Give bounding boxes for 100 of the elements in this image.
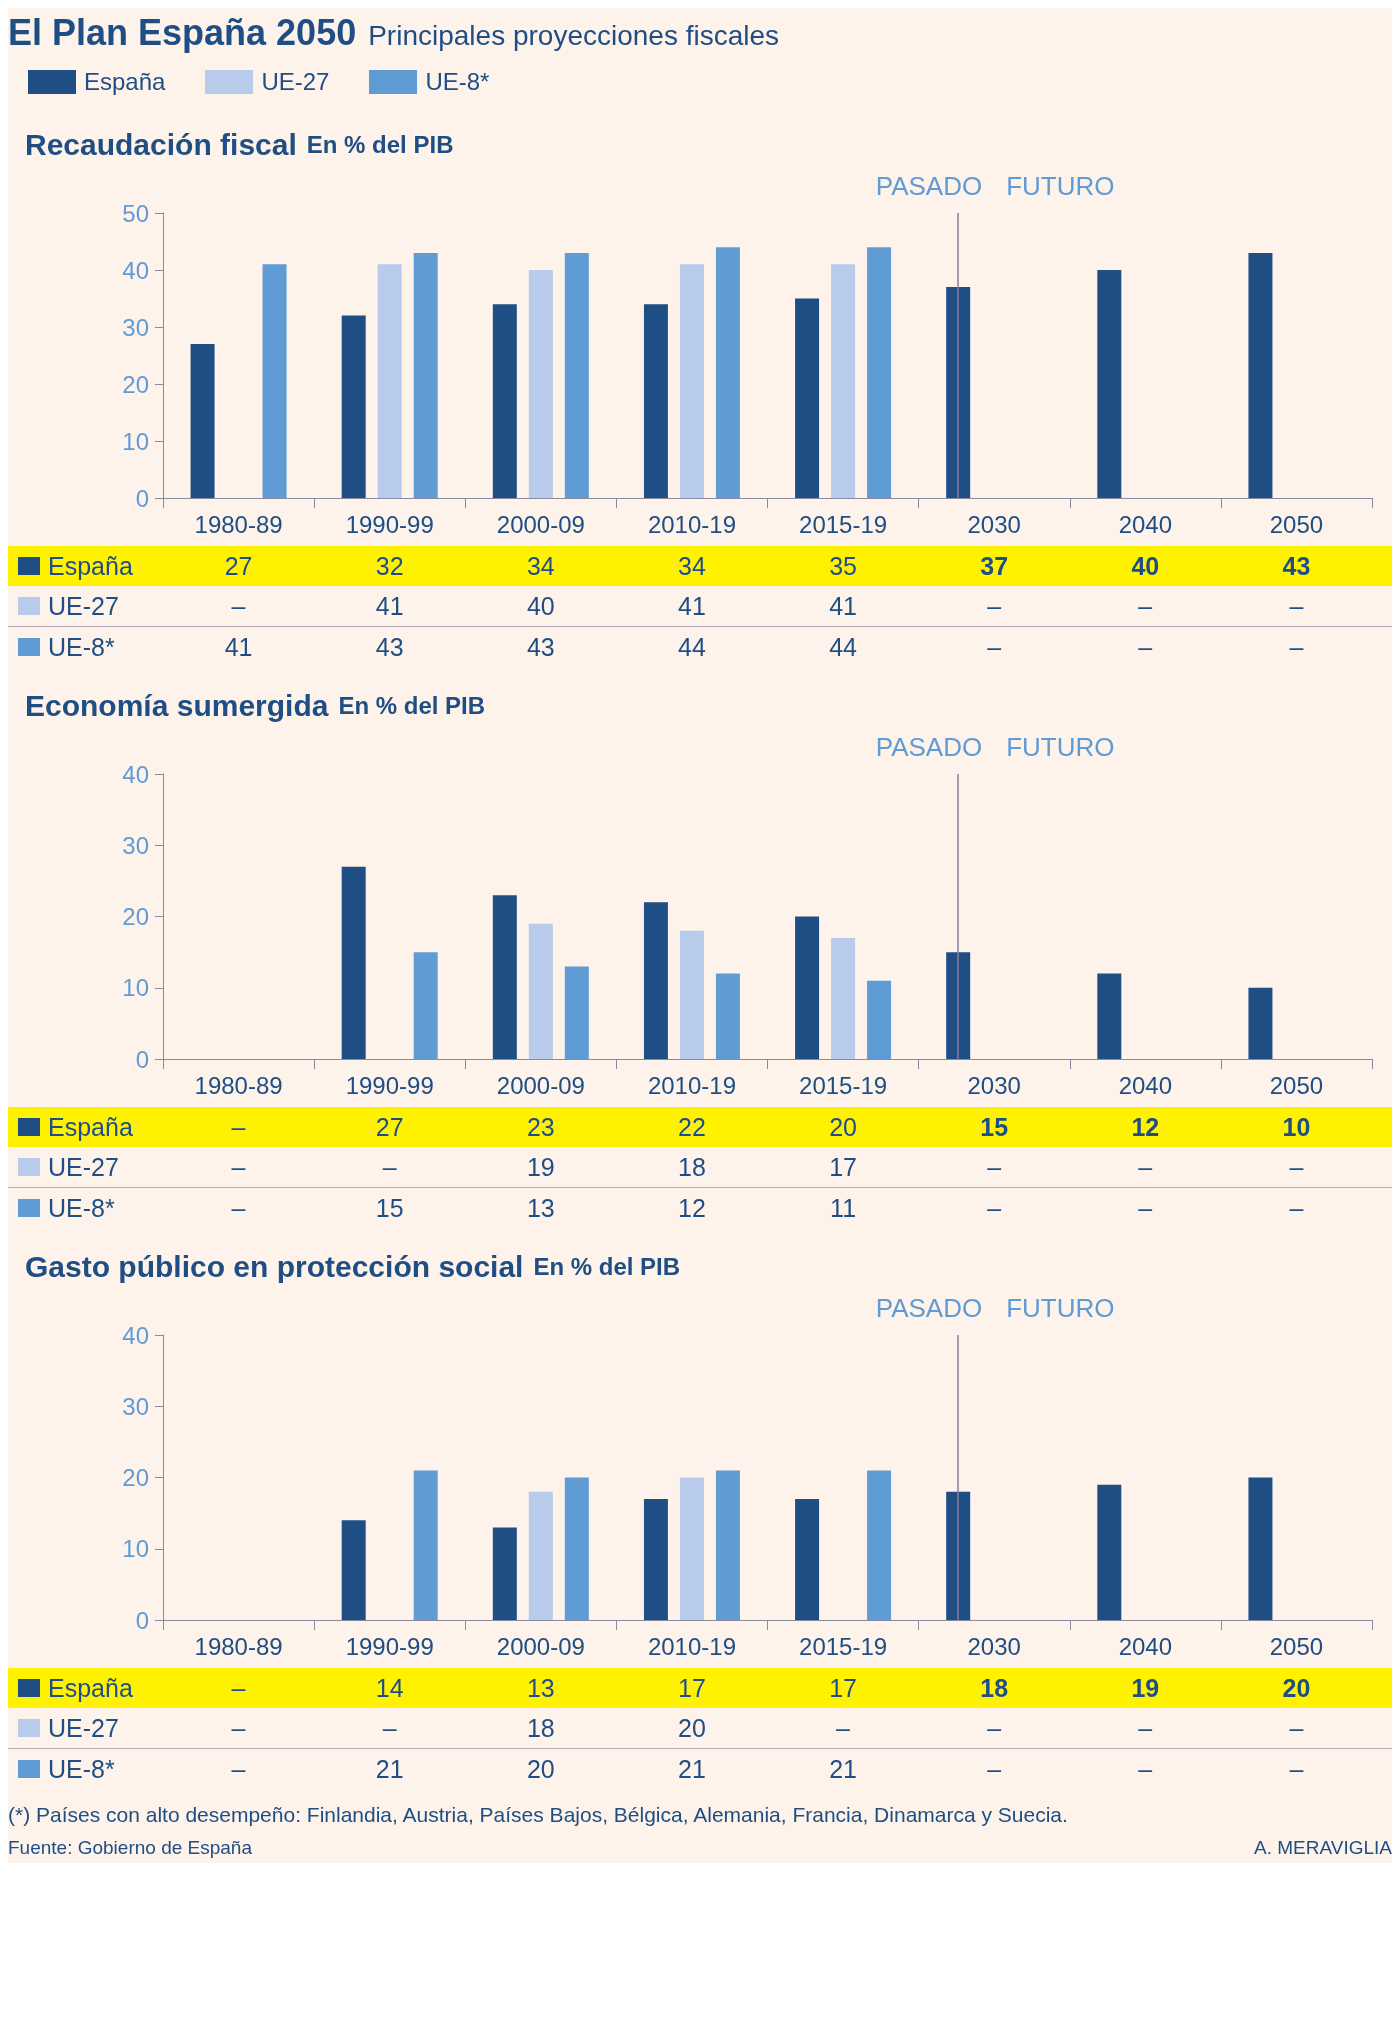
bar [867,247,892,498]
bar [1248,252,1273,498]
text: (*) Países con alto desempeño: Finlandia, Austria, Países Bajos, Bélgica, Alemania, Francia, Dinamarca y Suecia. [8,1803,1069,1827]
data-label: 32 [374,551,405,581]
y-tick-label: 20 [122,370,149,398]
data-label: 41 [374,591,405,621]
x-tick-label: 2030 [967,1071,1021,1099]
text: – [987,1713,1002,1742]
text: Principales proyecciones fiscales [368,20,780,52]
legend-label: España [48,1112,133,1142]
x-tick-label: 2040 [1118,1071,1173,1099]
bar [341,315,366,498]
text: – [382,1152,397,1181]
legend-label: UE-8* [48,1754,115,1784]
chart-title: Economía sumergida [25,688,329,722]
data-label: 12 [677,1193,707,1223]
bar [1248,987,1273,1059]
x-tick-label: 2015-19 [799,1071,888,1099]
y-tick-label: 20 [122,1464,149,1491]
legend-label: UE-8* [425,68,490,96]
data-label: 27 [374,1112,405,1142]
x-tick-label: 2000-09 [496,1071,585,1099]
x-tick-label: 2010-19 [647,1071,736,1099]
text: – [1138,591,1153,620]
data-label: 41 [828,591,858,621]
y-tick-label: 10 [122,974,149,1002]
bar [377,264,402,498]
text: UE-8* [48,632,115,661]
text: El Plan España 2050 [8,12,357,54]
text: – [1289,591,1304,620]
bar [564,966,589,1059]
data-label: 21 [677,1754,707,1784]
bar [341,1520,366,1620]
data-label: 34 [677,551,707,581]
data-label: 17 [828,1152,858,1182]
text: – [231,591,246,620]
bar [528,270,553,498]
data-label: 14 [374,1673,405,1703]
text: España [84,68,166,95]
chart-title: Recaudación fiscal [25,127,297,161]
text: – [1289,632,1304,661]
text: – [987,1152,1002,1181]
chart-subtitle: En % del PIB [306,130,454,158]
data-label: 17 [828,1673,858,1703]
y-tick-label: 40 [122,256,149,284]
bar [413,952,438,1059]
chart-subtitle: En % del PIB [533,1252,681,1280]
bar [413,252,438,498]
y-tick-label: 50 [122,199,149,227]
text: – [836,1713,851,1742]
text: – [231,1673,246,1702]
data-label: 43 [374,632,405,662]
text: PASADO [875,1293,983,1323]
y-tick-label: 0 [135,484,149,512]
bar [946,952,971,1059]
bar [528,923,553,1059]
data-label: 15 [374,1193,405,1223]
ref-line-label: FUTURO [1006,1293,1115,1323]
data-label: 43 [525,632,556,662]
bar [867,980,892,1059]
data-label: 15 [979,1112,1010,1142]
data-label: 13 [525,1673,556,1703]
text: PASADO [875,732,983,762]
data-label: 22 [677,1112,707,1142]
y-tick-label: 40 [122,1321,149,1349]
x-tick-label: 2000-09 [496,510,585,538]
data-label: 43 [1281,551,1312,581]
bar [679,264,704,498]
text: – [987,1193,1002,1222]
y-tick-label: 20 [122,903,149,930]
bar [1097,973,1122,1059]
data-label: 20 [828,1112,858,1142]
legend-label: España [48,551,133,581]
bar [715,973,740,1059]
text: – [987,632,1002,661]
x-tick-label: 2050 [1269,1632,1324,1660]
bar [492,1527,517,1620]
x-tick-label: 1990-99 [345,1071,434,1099]
bar [679,930,704,1059]
chart-title: Gasto público en protección social [25,1249,524,1283]
data-label: 40 [1130,551,1161,581]
text: – [382,1713,397,1742]
x-tick-label: 2040 [1118,1632,1173,1660]
y-tick-label: 0 [135,1045,149,1073]
text: – [231,1193,246,1222]
bar [643,304,668,498]
bar [1097,1484,1122,1620]
text: – [1289,1713,1304,1742]
data-label: 37 [979,551,1010,581]
data-label: 11 [829,1193,858,1223]
bar [715,1470,740,1620]
y-tick-label: 10 [122,427,149,455]
data-label: 34 [525,551,556,581]
y-tick-label: 30 [122,831,149,859]
data-label: 20 [525,1754,556,1784]
y-tick-label: 0 [135,1606,149,1634]
chart-subtitle: En % del PIB [338,691,486,719]
legend-label: UE-27 [48,1152,119,1182]
data-label: 21 [374,1754,405,1784]
bar [946,287,971,498]
